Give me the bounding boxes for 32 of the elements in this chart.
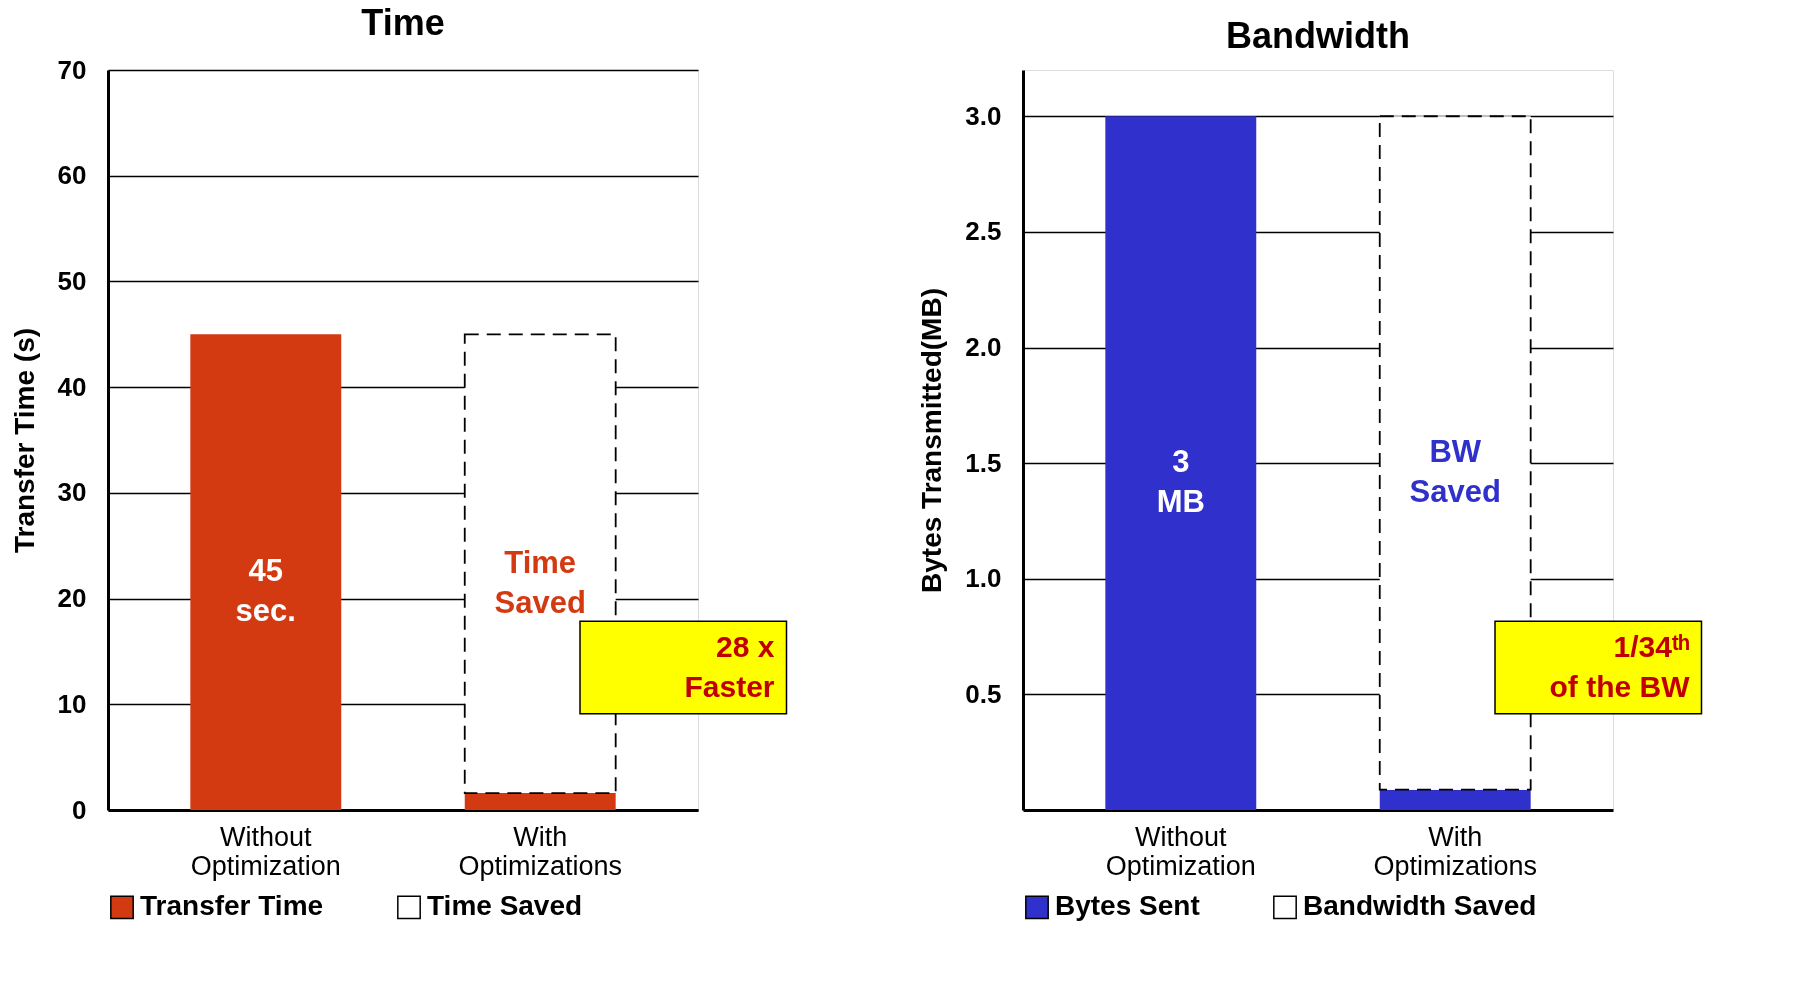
chart-title: Time <box>361 2 445 43</box>
data-label: 45 sec. <box>235 553 296 629</box>
y-tick-label: 40 <box>57 371 87 402</box>
data-label: Time Saved <box>494 544 586 620</box>
y-axis-title: Transfer Time (s) <box>8 327 40 554</box>
legend-label: Bandwidth Saved <box>1303 890 1537 922</box>
x-tick-label: With Optimizations <box>1373 821 1537 881</box>
y-tick-label: 1.0 <box>965 563 1002 594</box>
y-tick-label: 30 <box>57 477 87 508</box>
legend-label: Time Saved <box>427 890 583 922</box>
annotation: 28 x Faster <box>684 629 775 703</box>
y-tick-label: 50 <box>57 265 87 296</box>
legend-label: Transfer Time <box>140 890 324 922</box>
y-tick-label: 0 <box>72 794 87 825</box>
y-tick-label: 20 <box>57 583 87 614</box>
legend-label: Bytes Sent <box>1055 890 1200 922</box>
x-tick-label: Without Optimization <box>1105 821 1256 881</box>
annotation: 1/34ᵗʰ of the BW <box>1549 629 1691 703</box>
x-tick-label: With Optimizations <box>458 821 622 881</box>
y-tick-label: 70 <box>57 54 87 85</box>
y-tick-label: 2.5 <box>965 216 1002 247</box>
y-tick-label: 2.0 <box>965 332 1002 362</box>
y-axis-title: Bytes Transmitted(MB) <box>916 288 948 593</box>
y-tick-label: 1.5 <box>965 447 1002 478</box>
data-label: 3 MB <box>1156 444 1205 520</box>
y-tick-label: 10 <box>57 688 87 719</box>
y-tick-label: 0.5 <box>965 678 1002 709</box>
y-tick-label: 60 <box>57 160 87 191</box>
y-tick-label: 3.0 <box>965 100 1002 131</box>
data-label: BW Saved <box>1409 433 1501 509</box>
x-tick-label: Without Optimization <box>190 821 341 881</box>
chart-title: Bandwidth <box>1226 15 1410 56</box>
